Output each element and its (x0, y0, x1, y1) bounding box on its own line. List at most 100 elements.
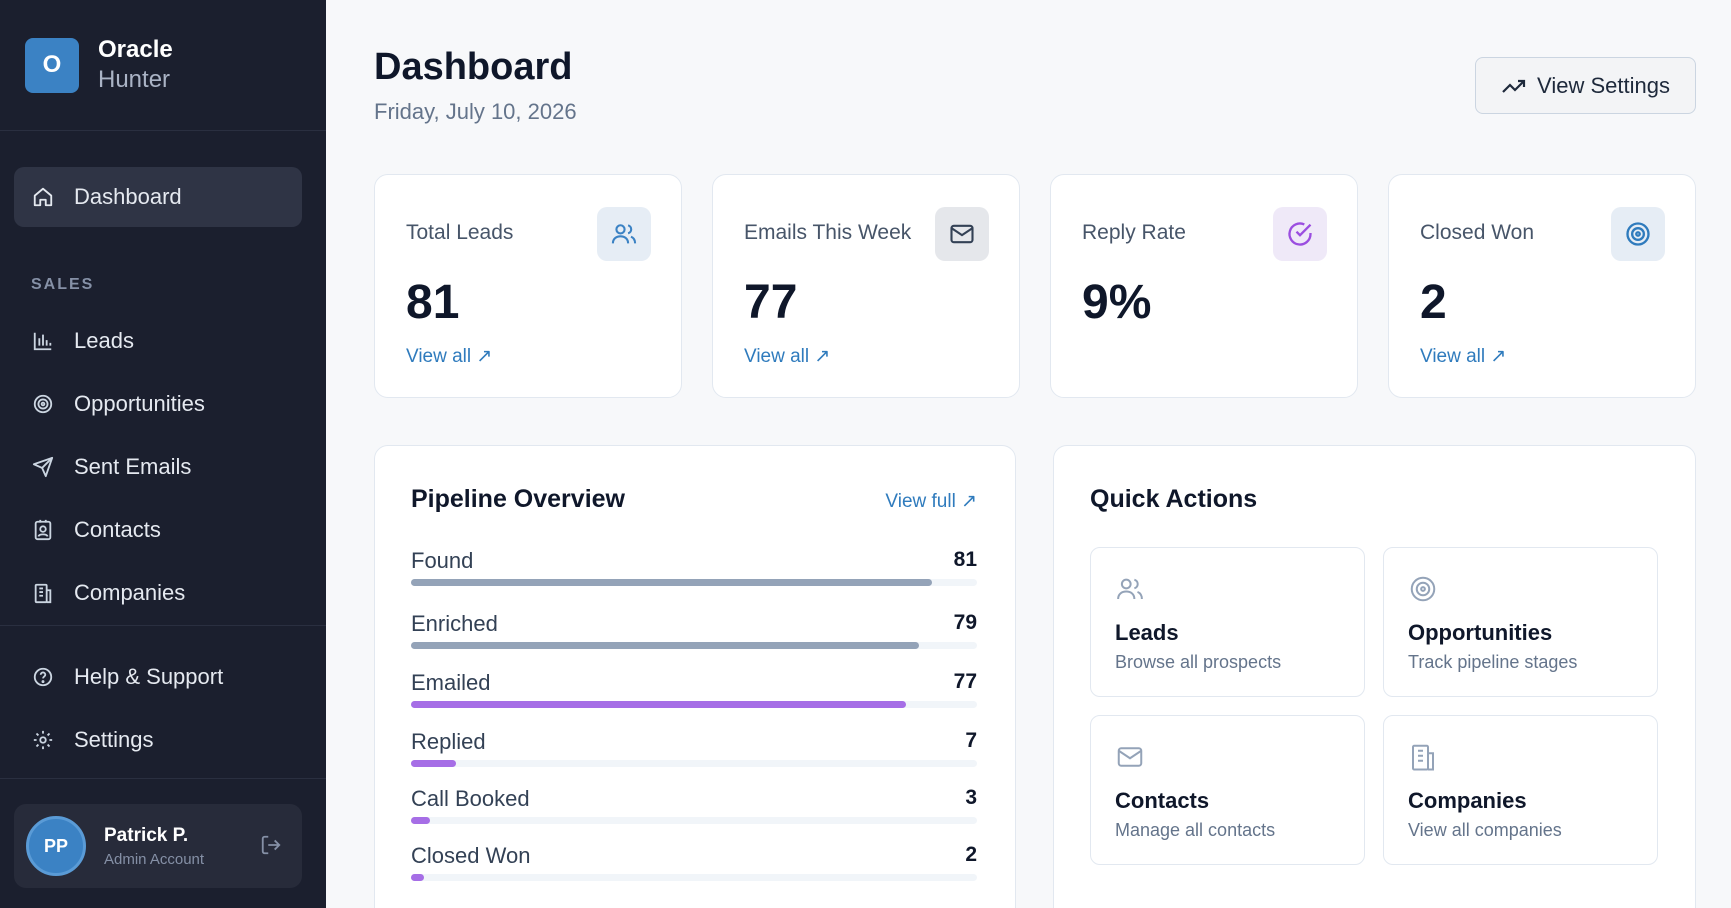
trending-up-icon (1502, 79, 1526, 93)
sidebar-item-settings[interactable]: Settings (14, 710, 302, 770)
stat-label: Reply Rate (1082, 221, 1186, 244)
quick-action-leads[interactable]: Leads Browse all prospects (1090, 547, 1365, 697)
pipeline-progress-fill (411, 701, 906, 708)
quick-action-desc: View all companies (1408, 820, 1562, 840)
sidebar-item-dashboard[interactable]: Dashboard (14, 167, 302, 227)
bar-chart-icon (30, 328, 56, 354)
pipeline-stage-row: Found 81 (411, 548, 977, 588)
quick-action-title: Contacts (1115, 788, 1210, 813)
sidebar-item-companies[interactable]: Companies (14, 563, 302, 623)
stat-value: 81 (406, 276, 460, 329)
stat-card-emails-this-week: Emails This Week 77 View all ↗ (712, 174, 1020, 398)
quick-action-companies[interactable]: Companies View all companies (1383, 715, 1658, 865)
quick-action-opportunities[interactable]: Opportunities Track pipeline stages (1383, 547, 1658, 697)
pipeline-progress-fill (411, 874, 424, 881)
quick-action-title: Leads (1115, 620, 1179, 645)
pipeline-progress-track (411, 760, 977, 767)
pipeline-progress-track (411, 701, 977, 708)
contact-icon (30, 517, 56, 543)
pipeline-stage-label: Enriched (411, 611, 498, 636)
pipeline-stage-value: 3 (965, 786, 977, 809)
sidebar-item-label: Dashboard (74, 184, 182, 209)
pipeline-progress-track (411, 579, 977, 586)
quick-action-title: Opportunities (1408, 620, 1553, 645)
sidebar-item-label: Contacts (74, 517, 161, 542)
quick-action-desc: Manage all contacts (1115, 820, 1276, 840)
view-all-link[interactable]: View all ↗ (1420, 346, 1507, 367)
brand-name: Oracle (98, 36, 173, 63)
view-all-link[interactable]: View all ↗ (406, 346, 493, 367)
view-settings-button[interactable]: View Settings (1475, 57, 1696, 114)
sidebar: O Oracle Hunter Dashboard SALES Leads Op… (0, 0, 326, 908)
sidebar-item-contacts[interactable]: Contacts (14, 500, 302, 560)
brand-logo: O (25, 37, 79, 93)
quick-action-contacts[interactable]: Contacts Manage all contacts (1090, 715, 1365, 865)
stat-label: Emails This Week (744, 221, 912, 244)
quick-actions-title: Quick Actions (1090, 485, 1258, 513)
send-icon (30, 454, 56, 480)
pipeline-stage-label: Emailed (411, 670, 491, 695)
sidebar-item-label: Leads (74, 328, 134, 353)
section-label-sales: SALES (31, 276, 95, 293)
brand-subtitle: Hunter (98, 66, 171, 93)
sidebar-item-sent-emails[interactable]: Sent Emails (14, 437, 302, 497)
pipeline-stage-row: Closed Won 2 (411, 843, 977, 883)
building-icon (30, 580, 56, 606)
home-icon (30, 184, 56, 210)
sidebar-item-label: Settings (74, 727, 154, 752)
pipeline-overview-panel: Pipeline Overview View full ↗ Found 81 Enr… (374, 445, 1016, 908)
stat-card-reply-rate: Reply Rate 9% (1050, 174, 1358, 398)
pipeline-stage-label: Found (411, 548, 474, 573)
sidebar-item-label: Sent Emails (74, 454, 192, 479)
users-icon (1115, 574, 1145, 604)
stat-label: Total Leads (406, 221, 514, 244)
quick-action-title: Companies (1408, 788, 1527, 813)
view-all-link[interactable]: View all ↗ (744, 346, 831, 367)
pipeline-progress-fill (411, 817, 430, 824)
stat-card-closed-won: Closed Won 2 View all ↗ (1388, 174, 1696, 398)
logout-icon[interactable] (260, 834, 284, 858)
target-icon (1611, 207, 1665, 261)
target-icon (30, 391, 56, 417)
pipeline-progress-track (411, 874, 977, 881)
sidebar-divider (0, 130, 326, 131)
avatar: PP (26, 816, 86, 876)
sidebar-item-opportunities[interactable]: Opportunities (14, 374, 302, 434)
users-icon (597, 207, 651, 261)
pipeline-progress-fill (411, 579, 932, 586)
user-role: Admin Account (104, 850, 205, 868)
pipeline-progress-fill (411, 760, 456, 767)
sidebar-item-help[interactable]: Help & Support (14, 647, 302, 707)
stat-label: Closed Won (1420, 221, 1535, 244)
pipeline-stage-label: Closed Won (411, 843, 531, 868)
quick-action-desc: Track pipeline stages (1408, 652, 1578, 672)
view-full-link[interactable]: View full ↗ (885, 491, 977, 512)
sidebar-divider (0, 778, 326, 779)
pipeline-stage-value: 79 (953, 611, 977, 634)
check-circle-icon (1273, 207, 1327, 261)
sidebar-item-label: Companies (74, 580, 186, 605)
sidebar-item-label: Opportunities (74, 391, 205, 416)
quick-action-desc: Browse all prospects (1115, 652, 1282, 672)
target-icon (1408, 574, 1438, 604)
pipeline-stage-value: 7 (965, 729, 977, 752)
pipeline-progress-track (411, 817, 977, 824)
pipeline-title: Pipeline Overview (411, 485, 625, 513)
sidebar-item-leads[interactable]: Leads (14, 311, 302, 371)
pipeline-stage-value: 77 (953, 670, 977, 693)
pipeline-stage-value: 2 (965, 843, 977, 866)
brand[interactable]: O Oracle Hunter (25, 35, 173, 95)
help-icon (30, 664, 56, 690)
pipeline-stage-row: Emailed 77 (411, 670, 977, 710)
stat-card-total-leads: Total Leads 81 View all ↗ (374, 174, 682, 398)
user-card[interactable]: PP Patrick P. Admin Account (14, 804, 302, 888)
pipeline-stage-row: Replied 7 (411, 729, 977, 769)
building-icon (1408, 742, 1438, 772)
view-settings-label: View Settings (1537, 72, 1670, 98)
quick-actions-panel: Quick Actions Leads Browse all prospects… (1053, 445, 1696, 908)
user-name: Patrick P. (104, 824, 189, 846)
page-title: Dashboard (374, 46, 573, 88)
stat-value: 2 (1420, 276, 1447, 329)
pipeline-progress-fill (411, 642, 919, 649)
pipeline-progress-track (411, 642, 977, 649)
